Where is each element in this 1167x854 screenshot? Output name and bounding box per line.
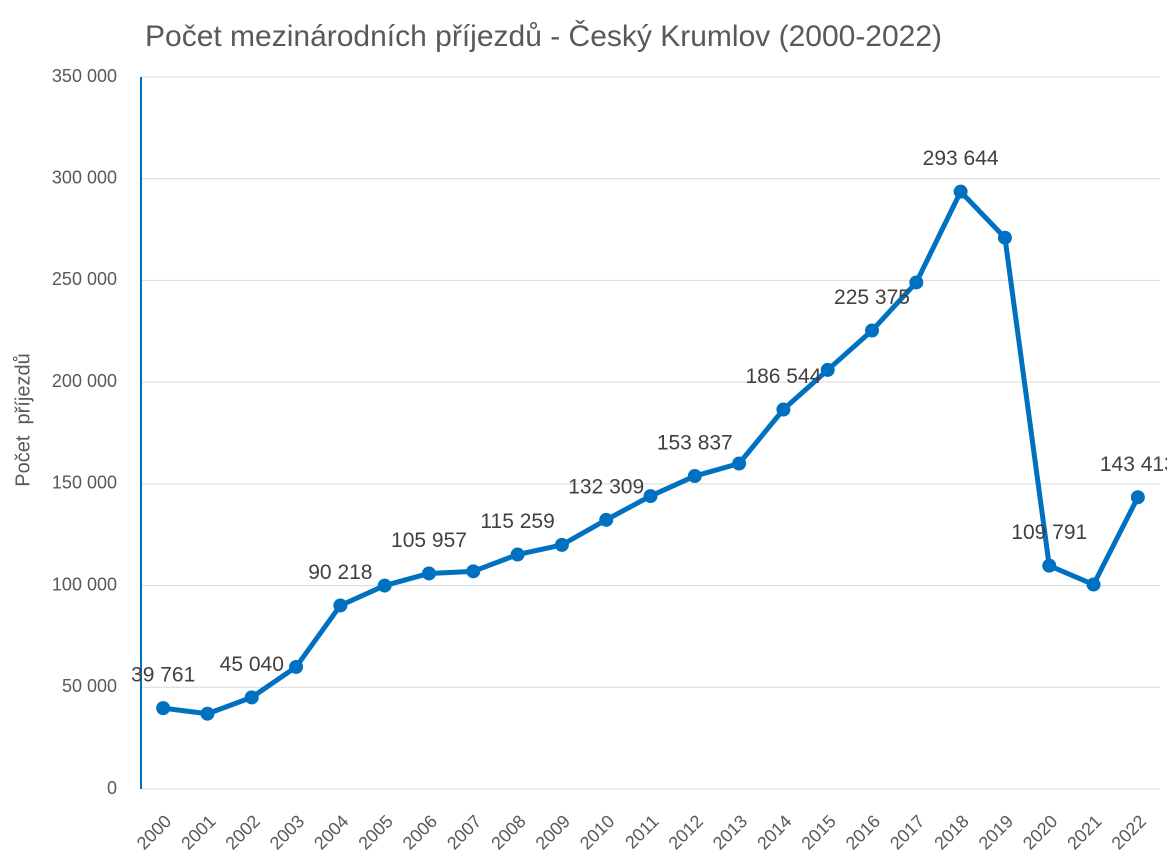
x-tick-label: 2013 xyxy=(709,811,751,853)
data-label: 153 837 xyxy=(657,432,733,455)
x-tick-label: 2006 xyxy=(399,811,441,853)
y-tick-label: 350 000 xyxy=(52,66,117,86)
x-tick-label: 2008 xyxy=(487,811,529,853)
marker xyxy=(333,598,348,613)
marker xyxy=(466,564,481,579)
x-tick-label: 2018 xyxy=(930,811,972,853)
x-tick-label: 2007 xyxy=(443,811,485,853)
marker xyxy=(776,402,791,417)
marker xyxy=(643,489,658,504)
data-label: 115 259 xyxy=(480,510,554,533)
x-tick-label: 2005 xyxy=(354,811,396,853)
marker xyxy=(156,701,171,716)
data-label: 132 309 xyxy=(568,475,644,498)
x-tick-label: 2015 xyxy=(797,811,839,853)
data-label: 186 544 xyxy=(745,365,821,388)
data-label: 45 040 xyxy=(220,653,284,676)
line xyxy=(162,189,1141,717)
y-tick-label: 100 000 xyxy=(52,574,117,594)
y-tick-label: 150 000 xyxy=(52,473,117,493)
marker xyxy=(510,547,525,562)
data-label: 143 413 xyxy=(1100,453,1167,476)
data-label: 109 791 xyxy=(1011,521,1087,544)
y-tick-label: 200 000 xyxy=(52,371,117,391)
marker xyxy=(687,469,702,484)
marker xyxy=(865,323,880,338)
x-tick-label: 2014 xyxy=(753,811,795,853)
chart-title: Počet mezinárodních příjezdů - Český Kru… xyxy=(145,19,942,53)
y-tick-label: 50 000 xyxy=(62,676,117,696)
x-tick-label: 2021 xyxy=(1063,811,1105,853)
data-label: 225 375 xyxy=(834,286,910,309)
marker xyxy=(599,512,614,527)
x-tick-label: 2010 xyxy=(576,811,618,853)
marker xyxy=(997,230,1012,245)
marker xyxy=(909,275,924,290)
marker xyxy=(554,537,569,552)
marker xyxy=(200,706,215,721)
data-label: 293 644 xyxy=(923,147,999,170)
marker xyxy=(1130,490,1145,505)
x-tick-label: 2020 xyxy=(1019,811,1061,853)
x-tick-label: 2002 xyxy=(221,811,263,853)
marker xyxy=(953,184,968,199)
marker xyxy=(289,659,304,674)
marker xyxy=(820,362,835,377)
data-label: 39 761 xyxy=(131,664,195,687)
x-tick-label: 2004 xyxy=(310,811,352,853)
y-tick-label: 300 000 xyxy=(52,167,117,187)
x-tick-label: 2009 xyxy=(532,811,574,853)
x-tick-label: 2000 xyxy=(133,811,175,853)
marker xyxy=(732,456,747,471)
y-axis-label: Počet příjezdů xyxy=(12,353,34,486)
x-tick-label: 2016 xyxy=(842,811,884,853)
marker xyxy=(244,690,259,705)
data-label: 105 957 xyxy=(391,529,467,552)
marker xyxy=(377,578,392,593)
marker xyxy=(421,566,436,581)
x-tick-label: 2012 xyxy=(665,811,707,853)
x-tick-label: 2019 xyxy=(975,811,1017,853)
x-tick-label: 2017 xyxy=(886,811,928,853)
y-tick-label: 250 000 xyxy=(52,269,117,289)
x-tick-label: 2022 xyxy=(1108,811,1150,853)
marker xyxy=(1086,577,1101,592)
x-tick-label: 2011 xyxy=(621,811,663,853)
x-tick-label: 2003 xyxy=(266,811,308,853)
data-label: 90 218 xyxy=(308,561,372,584)
marker xyxy=(1042,558,1057,573)
x-tick-label: 2001 xyxy=(177,811,219,853)
y-tick-label: 0 xyxy=(107,778,117,798)
